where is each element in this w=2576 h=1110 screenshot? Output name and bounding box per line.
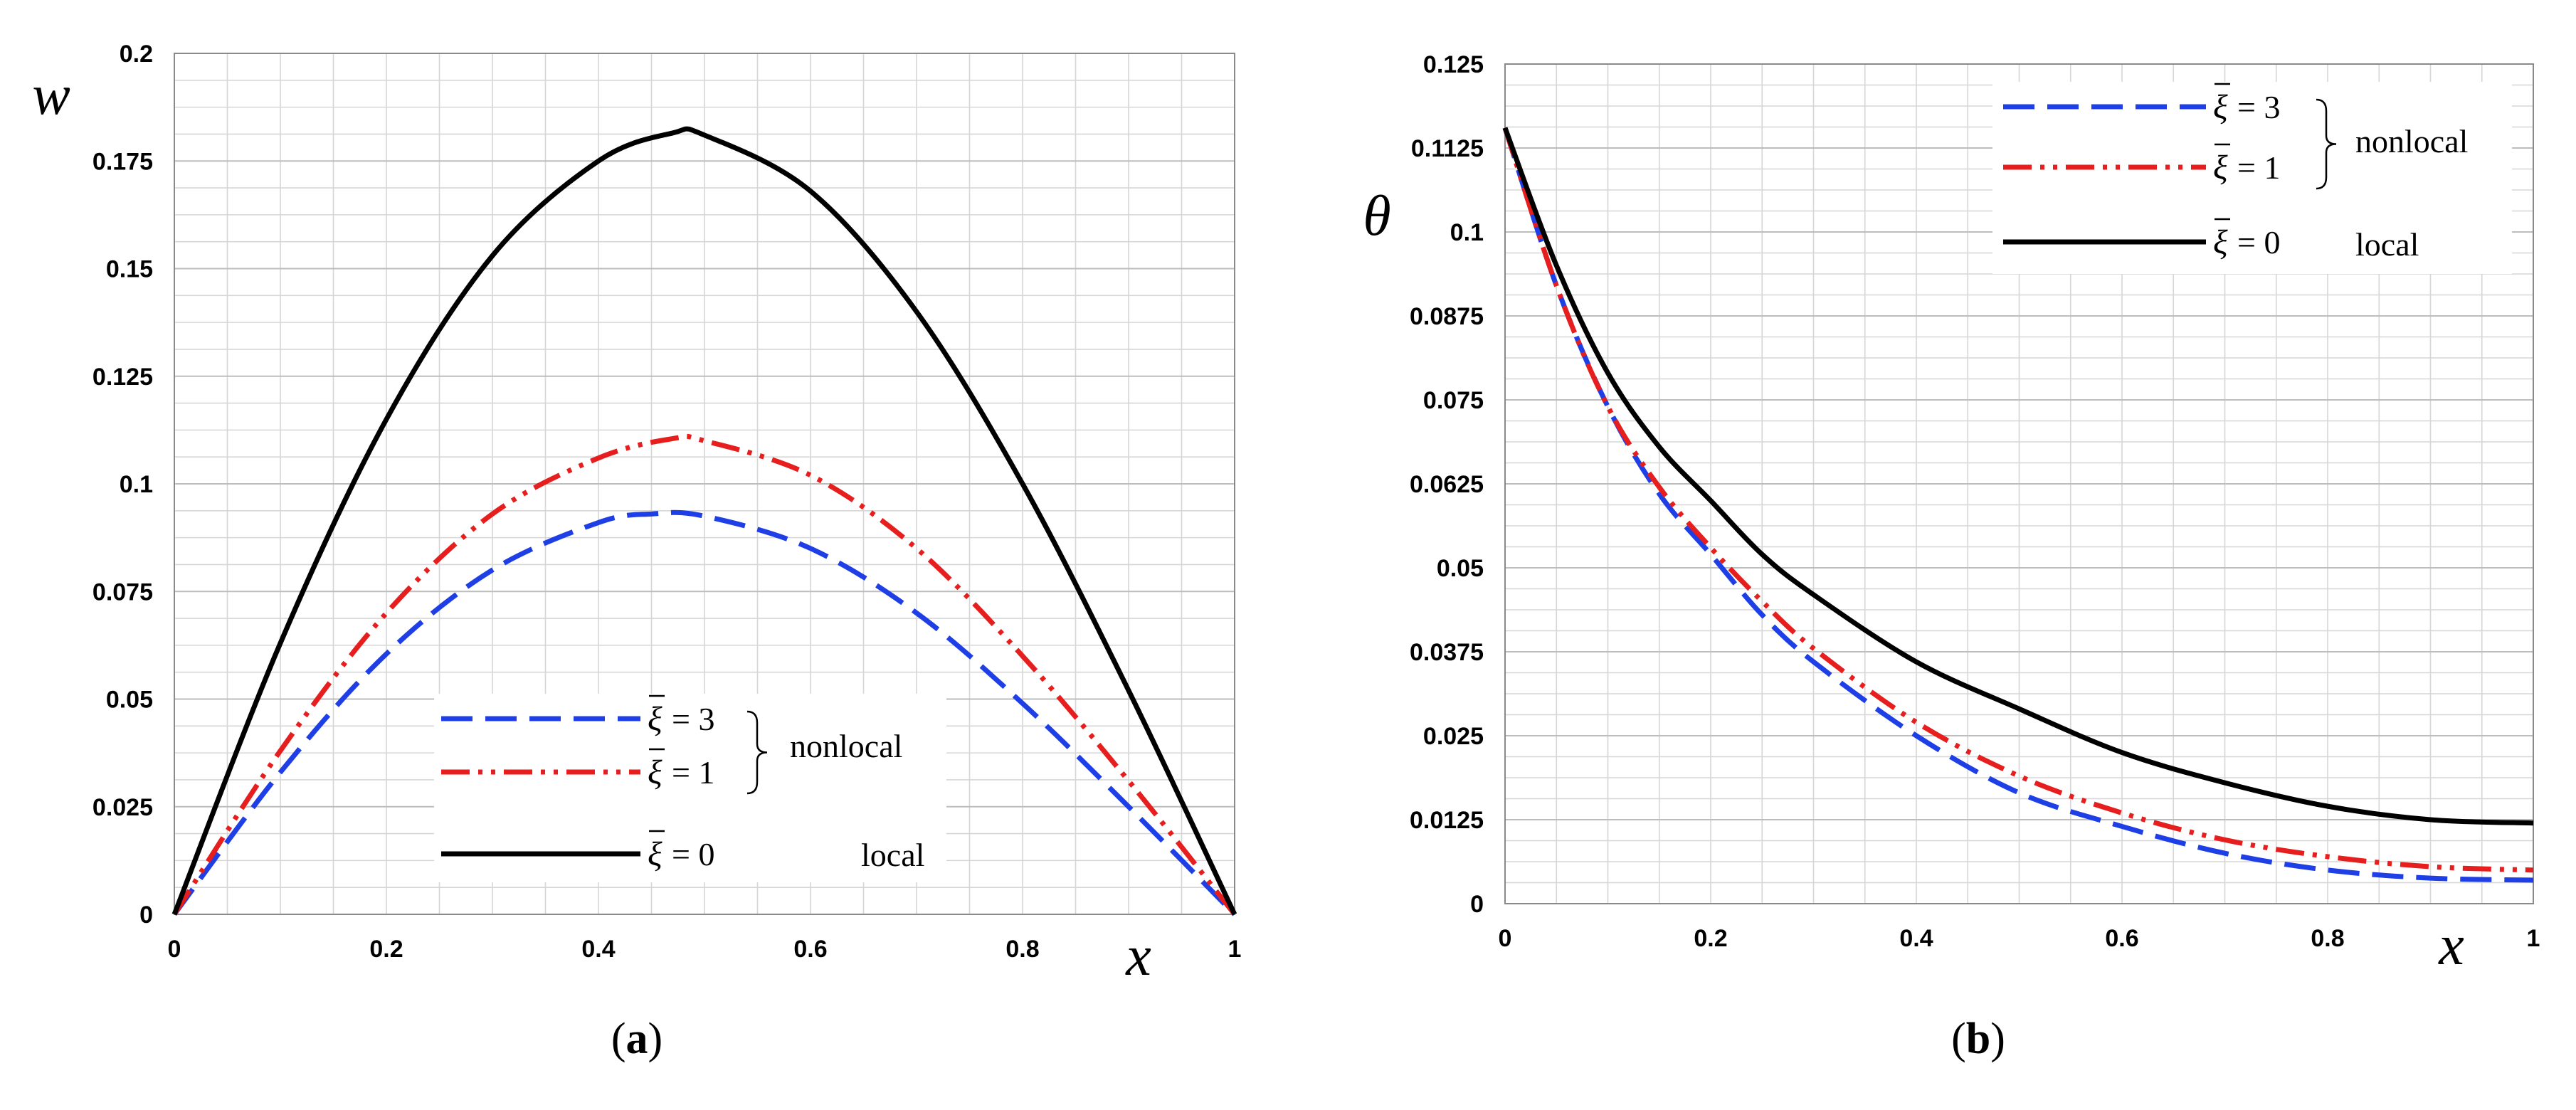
y-tick-label: 0.025 bbox=[93, 794, 153, 821]
x-tick-label: 0.2 bbox=[369, 936, 403, 963]
x-axis-label: x bbox=[1125, 925, 1151, 988]
legend-group-label: local bbox=[2355, 226, 2419, 263]
caption-letter: a bbox=[626, 1015, 648, 1063]
y-tick-label: 0.025 bbox=[1423, 723, 1484, 750]
legend-symbol: ξ bbox=[648, 700, 663, 738]
legend-value: = 0 bbox=[672, 836, 714, 872]
x-tick-label: 0.6 bbox=[793, 936, 827, 963]
series-line bbox=[1502, 127, 2534, 873]
y-tick-label: 0.05 bbox=[106, 687, 153, 714]
series-line bbox=[172, 509, 1237, 916]
y-tick-label: 0.05 bbox=[1437, 555, 1484, 582]
y-tick-label: 0 bbox=[1470, 891, 1484, 918]
y-tick-label: 0.0625 bbox=[1410, 471, 1484, 498]
y-tick-label: 0.1 bbox=[120, 471, 153, 498]
legend-symbol: ξ bbox=[2213, 88, 2228, 126]
legend-value: = 1 bbox=[2237, 149, 2280, 186]
caption-paren: ) bbox=[648, 1015, 663, 1063]
y-tick-label: 0.075 bbox=[1423, 387, 1484, 414]
legend-value: = 3 bbox=[2237, 89, 2280, 125]
y-tick-label: 0.15 bbox=[106, 256, 153, 283]
plot-frame bbox=[1504, 63, 2534, 904]
series-line bbox=[1502, 127, 2534, 826]
legend-group-label: nonlocal bbox=[790, 728, 902, 764]
y-tick-label: 0.075 bbox=[93, 578, 153, 606]
legend-symbol: ξ bbox=[648, 835, 663, 873]
y-tick-label: 0 bbox=[139, 902, 153, 929]
y-tick-label: 0.125 bbox=[1423, 51, 1484, 78]
y-tick-label: 0.0125 bbox=[1410, 807, 1484, 834]
y-tick-label: 0.0375 bbox=[1410, 639, 1484, 666]
legend-value: = 0 bbox=[2237, 224, 2280, 260]
x-tick-label: 0 bbox=[168, 936, 181, 963]
y-tick-label: 0.175 bbox=[93, 148, 153, 175]
legend-group-label: nonlocal bbox=[2355, 123, 2468, 159]
caption-letter: b bbox=[1966, 1015, 1990, 1063]
caption-paren: ( bbox=[611, 1015, 626, 1063]
x-tick-label: 0.2 bbox=[1694, 925, 1727, 952]
series-line bbox=[172, 433, 1237, 916]
plot-frame bbox=[174, 53, 1235, 915]
caption-paren: ( bbox=[1951, 1015, 1966, 1063]
chart-panel-b: 0 0.2 0.4 0.6 0.8 1 0 0.0125 0.025 0.0375 0.05 0.06… bbox=[1363, 51, 2540, 1063]
y-tick-label: 0.1 bbox=[1450, 219, 1484, 246]
x-tick-label: 0.6 bbox=[2105, 925, 2138, 952]
legend-value: = 1 bbox=[672, 754, 714, 791]
x-tick-label: 0.8 bbox=[2311, 925, 2344, 952]
y-tick-label: 0.0875 bbox=[1410, 303, 1484, 330]
legend-group-label: local bbox=[861, 837, 924, 873]
legend-value: = 3 bbox=[672, 701, 714, 737]
legend-brace bbox=[746, 710, 768, 795]
x-axis-label: x bbox=[2438, 914, 2464, 977]
caption-paren: ) bbox=[1990, 1015, 2005, 1063]
legend-symbol: ξ bbox=[2213, 149, 2228, 186]
legend-background bbox=[434, 694, 946, 882]
y-tick-label: 0.1125 bbox=[1411, 135, 1484, 162]
x-tick-label: 0.4 bbox=[1899, 925, 1933, 952]
x-tick-label: 1 bbox=[1228, 936, 1242, 963]
legend-brace bbox=[2316, 98, 2337, 190]
panel-caption: (a) bbox=[611, 1015, 663, 1063]
y-tick-label: 0.125 bbox=[93, 364, 153, 391]
x-tick-label: 1 bbox=[2527, 925, 2540, 952]
legend-symbol: ξ bbox=[648, 754, 663, 791]
x-tick-label: 0 bbox=[1499, 925, 1512, 952]
panel-caption: (b) bbox=[1951, 1015, 2005, 1063]
x-tick-label: 0.8 bbox=[1005, 936, 1039, 963]
legend-symbol: ξ bbox=[2213, 223, 2228, 261]
y-tick-label: 0.2 bbox=[120, 41, 153, 68]
chart-panel-a: 0 0.2 0.4 0.6 0.8 1 0 0.025 0.05 0.075 0.1 0.125 0.1… bbox=[32, 41, 1241, 1063]
x-tick-label: 0.4 bbox=[581, 936, 615, 963]
series-line bbox=[171, 126, 1237, 916]
y-axis-label: w bbox=[32, 64, 70, 127]
y-axis-label: θ bbox=[1363, 185, 1390, 248]
